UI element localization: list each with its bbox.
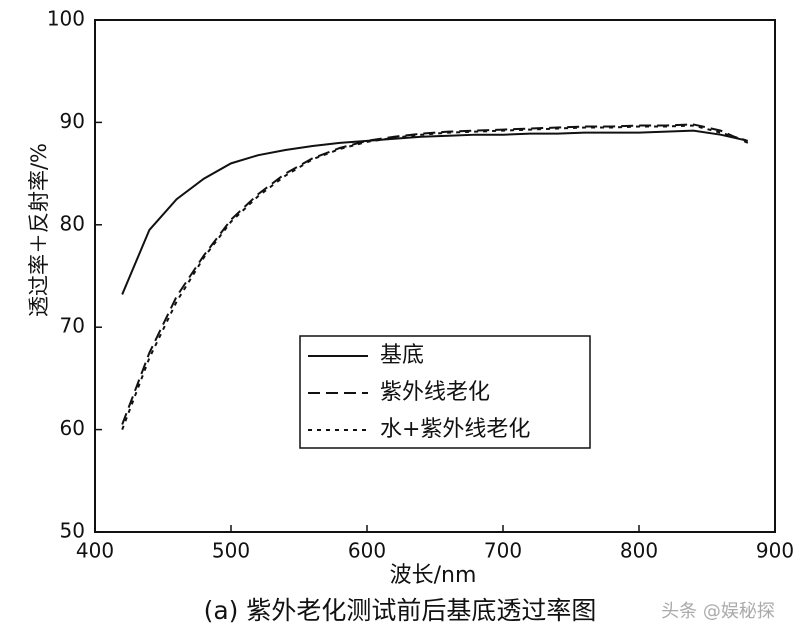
x-tick-label: 500: [212, 539, 250, 563]
y-axis-label: 透过率＋反射率/%: [27, 143, 51, 317]
x-tick-label: 600: [348, 539, 386, 563]
legend-label: 水+紫外线老化: [380, 417, 530, 442]
y-tick-label: 100: [47, 7, 85, 31]
legend-label: 紫外线老化: [380, 380, 490, 405]
x-tick-label: 400: [76, 539, 114, 563]
y-tick-label: 50: [60, 519, 85, 543]
legend-label: 基底: [380, 343, 424, 368]
series-line: [121, 124, 749, 430]
x-axis-label: 波长/nm: [390, 563, 477, 588]
x-tick-label: 800: [620, 539, 658, 563]
series-line: [121, 123, 749, 425]
x-tick-label: 700: [484, 539, 522, 563]
plot-frame: [94, 19, 776, 533]
y-tick-label: 80: [60, 211, 85, 235]
y-tick-label: 60: [60, 416, 85, 440]
watermark: 头条 @娱秘探: [661, 601, 775, 622]
x-tick-label: 900: [756, 539, 794, 563]
y-tick-label: 70: [60, 314, 85, 338]
caption: (a) 紫外老化测试前后基底透过率图: [204, 596, 597, 625]
y-tick-label: 90: [60, 109, 85, 133]
series-line: [121, 129, 749, 295]
